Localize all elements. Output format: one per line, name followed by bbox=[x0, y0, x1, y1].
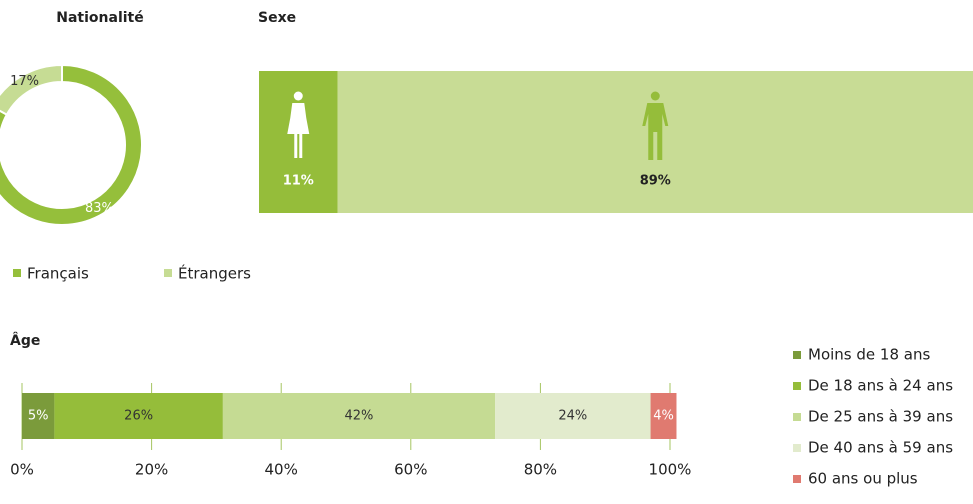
x-tick-label: 80% bbox=[524, 461, 557, 479]
data-label: 83% bbox=[85, 201, 114, 216]
x-tick-label: 60% bbox=[394, 461, 427, 479]
data-label: 17% bbox=[10, 74, 39, 89]
icon-body bbox=[642, 103, 669, 160]
chart-title: Sexe bbox=[258, 10, 296, 26]
data-label: 4% bbox=[653, 409, 674, 424]
icon-head bbox=[293, 91, 303, 101]
icon-head bbox=[650, 91, 660, 101]
donut-slice bbox=[0, 63, 63, 117]
legend-label: De 18 ans à 24 ans bbox=[808, 377, 953, 395]
legend-label: 60 ans ou plus bbox=[808, 470, 918, 488]
chart-title: Nationalité bbox=[56, 10, 143, 26]
data-label: 11% bbox=[283, 174, 314, 189]
legend-swatch bbox=[793, 413, 801, 421]
female-icon bbox=[287, 91, 310, 158]
bar-segment bbox=[650, 393, 677, 439]
legend-swatch bbox=[793, 382, 801, 390]
donut-slice bbox=[0, 63, 143, 226]
legend-label: De 25 ans à 39 ans bbox=[808, 408, 953, 426]
data-label: 89% bbox=[640, 174, 671, 189]
data-label: 26% bbox=[124, 409, 153, 424]
x-tick-label: 100% bbox=[649, 461, 692, 479]
legend-label: Étrangers bbox=[178, 264, 251, 283]
legend-label: Français bbox=[27, 265, 89, 283]
x-tick-label: 20% bbox=[135, 461, 168, 479]
legend-swatch bbox=[164, 269, 172, 277]
data-label: 5% bbox=[28, 409, 49, 424]
legend-swatch bbox=[13, 269, 21, 277]
x-tick-label: 40% bbox=[265, 461, 298, 479]
icon-body bbox=[287, 103, 310, 158]
legend-swatch bbox=[793, 475, 801, 483]
bar-segment bbox=[22, 393, 55, 439]
bar-segment bbox=[222, 393, 496, 439]
male-icon bbox=[642, 91, 669, 160]
bar-segment bbox=[495, 393, 651, 439]
legend-label: De 40 ans à 59 ans bbox=[808, 439, 953, 457]
legend-label: Moins de 18 ans bbox=[808, 346, 930, 364]
data-label: 42% bbox=[345, 409, 374, 424]
legend-swatch bbox=[793, 444, 801, 452]
x-tick-label: 0% bbox=[10, 461, 34, 479]
data-label: 24% bbox=[558, 409, 587, 424]
legend-swatch bbox=[793, 351, 801, 359]
bar-segment bbox=[54, 393, 223, 439]
chart-title: Âge bbox=[10, 332, 40, 349]
